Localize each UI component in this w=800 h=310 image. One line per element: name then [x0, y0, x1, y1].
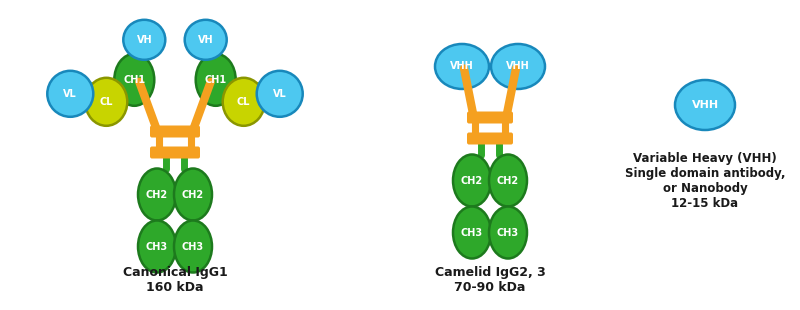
Text: VHH: VHH — [450, 61, 474, 72]
Text: CH3: CH3 — [182, 241, 204, 251]
Ellipse shape — [138, 169, 176, 220]
FancyBboxPatch shape — [467, 132, 513, 144]
Text: VL: VL — [273, 89, 286, 99]
Text: CH3: CH3 — [146, 241, 168, 251]
Ellipse shape — [114, 54, 154, 106]
Ellipse shape — [489, 154, 527, 206]
Ellipse shape — [196, 54, 236, 106]
Text: CL: CL — [99, 97, 113, 107]
Text: VHH: VHH — [691, 100, 718, 110]
FancyBboxPatch shape — [150, 126, 200, 138]
Ellipse shape — [47, 71, 94, 117]
Text: CH3: CH3 — [497, 228, 519, 237]
Ellipse shape — [675, 80, 735, 130]
Ellipse shape — [86, 78, 127, 126]
Text: CH1: CH1 — [205, 75, 226, 85]
Ellipse shape — [174, 169, 212, 220]
Ellipse shape — [138, 220, 176, 272]
Text: VH: VH — [198, 35, 214, 45]
Ellipse shape — [453, 154, 491, 206]
Ellipse shape — [257, 71, 302, 117]
Text: VL: VL — [63, 89, 77, 99]
Text: CH2: CH2 — [182, 189, 204, 200]
Text: Camelid IgG2, 3
70-90 kDa: Camelid IgG2, 3 70-90 kDa — [434, 266, 546, 294]
Ellipse shape — [185, 20, 226, 60]
Text: VH: VH — [137, 35, 152, 45]
Text: Variable Heavy (VHH)
Single domain antibody,
or Nanobody
12-15 kDa: Variable Heavy (VHH) Single domain antib… — [625, 152, 786, 210]
FancyBboxPatch shape — [150, 147, 200, 158]
Text: CH3: CH3 — [461, 228, 483, 237]
Text: CH2: CH2 — [146, 189, 168, 200]
Ellipse shape — [222, 78, 265, 126]
Text: CH2: CH2 — [497, 175, 519, 185]
Ellipse shape — [123, 20, 166, 60]
Ellipse shape — [489, 206, 527, 259]
Ellipse shape — [435, 44, 489, 89]
Ellipse shape — [491, 44, 545, 89]
FancyBboxPatch shape — [467, 112, 513, 123]
Text: CH1: CH1 — [123, 75, 146, 85]
Text: Canonical IgG1
160 kDa: Canonical IgG1 160 kDa — [122, 266, 227, 294]
Text: CH2: CH2 — [461, 175, 483, 185]
Text: CL: CL — [237, 97, 250, 107]
Ellipse shape — [453, 206, 491, 259]
Text: VHH: VHH — [506, 61, 530, 72]
Ellipse shape — [174, 220, 212, 272]
